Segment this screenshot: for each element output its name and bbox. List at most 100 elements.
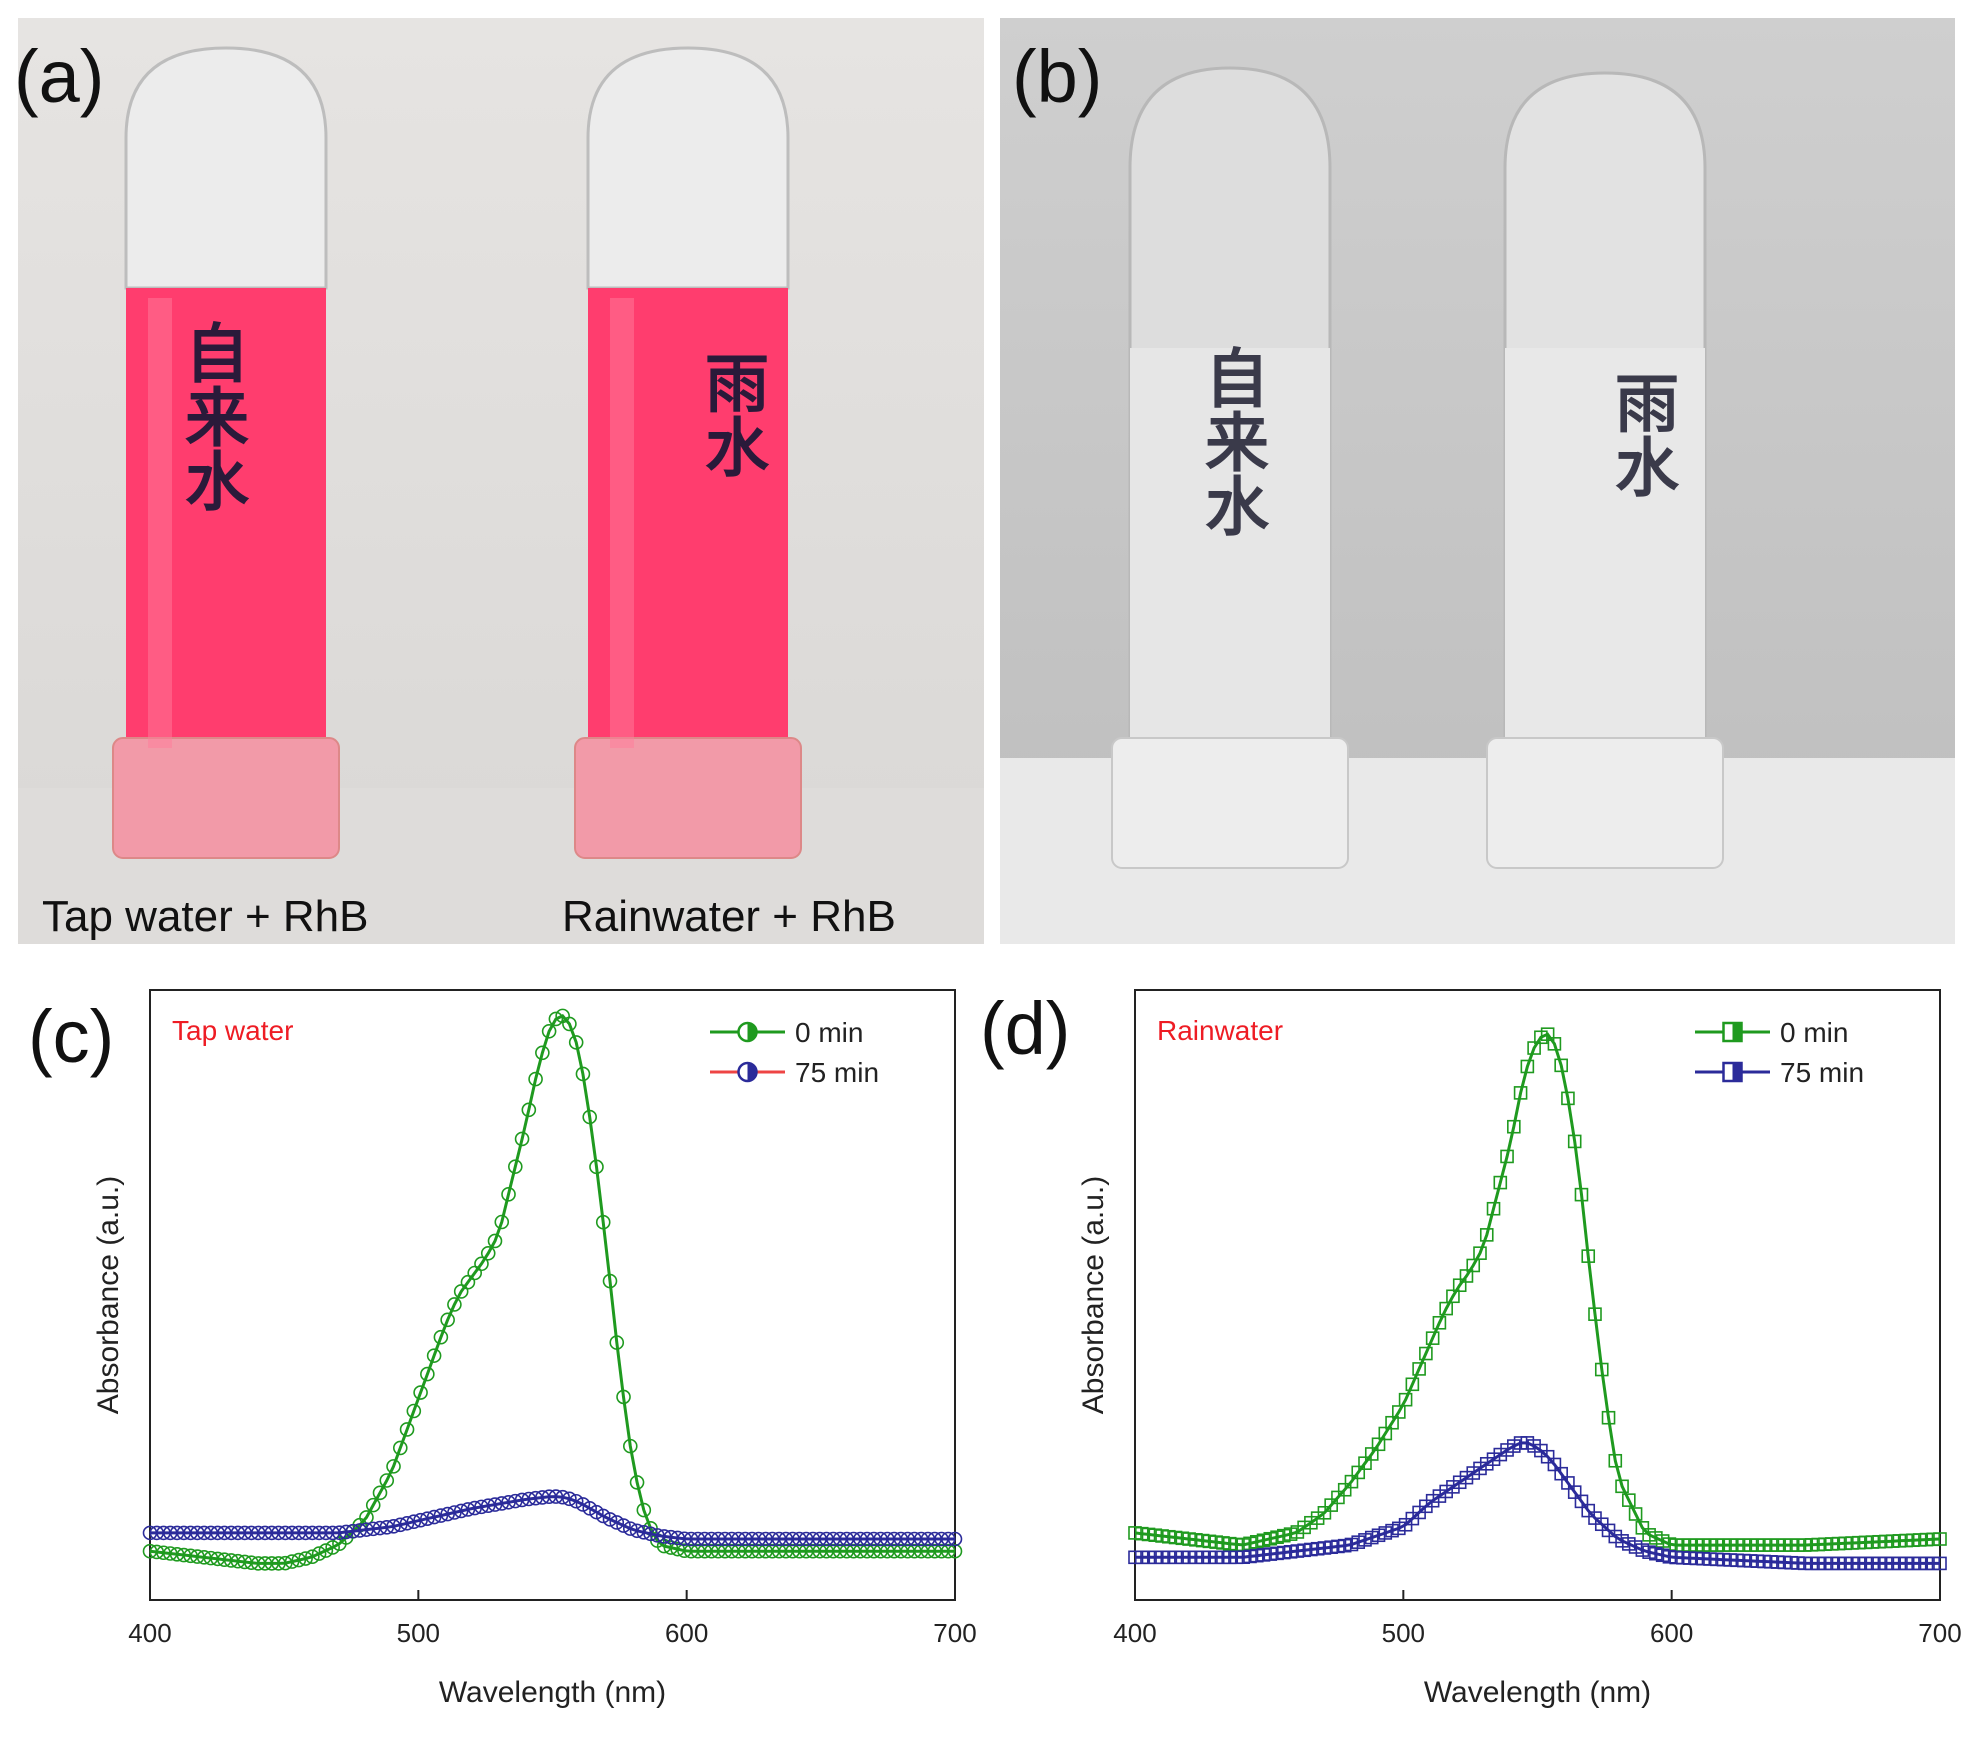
data-point: [940, 1531, 956, 1547]
sample-annotation: Rainwater: [1157, 1015, 1283, 1046]
data-point: [399, 1515, 415, 1531]
data-point: [1425, 1331, 1440, 1345]
data-point: [413, 1512, 428, 1528]
data-point: [663, 1540, 679, 1555]
data-point: [548, 1011, 564, 1027]
data-point: [528, 1071, 543, 1087]
data-point: [474, 1256, 489, 1272]
legend-label: 75 min: [795, 1057, 879, 1088]
x-tick-label: 500: [1382, 1618, 1425, 1648]
data-point: [467, 1500, 483, 1516]
data-point: [622, 1438, 638, 1454]
panel-letter-d: (d): [980, 987, 1071, 1070]
data-point: [629, 1523, 645, 1539]
data-point: [379, 1520, 395, 1535]
data-point: [392, 1517, 408, 1533]
data-point: [291, 1552, 307, 1568]
data-point: [447, 1505, 462, 1520]
data-point: [1419, 1346, 1433, 1361]
data-point: [480, 1245, 496, 1261]
chart-rainwater: 400 500 600 700 Wavelength (nm) Absorbance (a…: [1077, 989, 1962, 1709]
data-point: [1594, 1362, 1609, 1377]
data-point: [602, 1273, 618, 1289]
series-line-0: [1134, 1032, 1941, 1547]
data-point: [1507, 1119, 1521, 1134]
data-point: [440, 1506, 455, 1522]
x-tick-label: 400: [1113, 1618, 1156, 1648]
data-point: [460, 1502, 476, 1517]
plot-frame: [1134, 989, 1941, 1601]
data-point: [447, 1297, 462, 1312]
data-point: [426, 1509, 442, 1525]
legend-marker-half: [747, 1023, 757, 1041]
data-point: [521, 1102, 537, 1118]
data-point: [480, 1498, 496, 1514]
data-point: [1628, 1507, 1643, 1521]
data-point: [1513, 1086, 1528, 1100]
legend-label: 0 min: [1780, 1017, 1848, 1048]
data-point: [1398, 1392, 1413, 1407]
vial-right-a: [574, 46, 802, 859]
data-point: [947, 1531, 963, 1547]
data-point: [602, 1512, 618, 1527]
data-point: [1493, 1175, 1508, 1190]
data-point: [636, 1502, 652, 1518]
data-point: [487, 1233, 503, 1249]
data-point: [947, 1543, 963, 1559]
data-point: [1405, 1377, 1420, 1392]
x-tick-label: 700: [1918, 1618, 1961, 1648]
caption-rainwater-rhb: Rainwater + RhB: [562, 892, 896, 941]
data-point: [1608, 1453, 1623, 1468]
panel-letter-a: (a): [14, 35, 105, 118]
data-point: [507, 1159, 523, 1174]
series-line-0: [149, 1014, 955, 1565]
data-point: [622, 1521, 638, 1536]
vial-left-a: [112, 46, 340, 859]
data-point: [1500, 1149, 1514, 1164]
x-axis-label: Wavelength (nm): [1424, 1676, 1651, 1709]
data-point: [494, 1214, 510, 1230]
panel-letter-b: (b): [1012, 35, 1103, 118]
data-point: [494, 1496, 510, 1511]
legend-marker-half: [747, 1063, 757, 1081]
caption-tap-water-rhb: Tap water + RhB: [42, 892, 369, 941]
data-point: [514, 1131, 530, 1147]
data-point: [595, 1508, 611, 1524]
data-point: [575, 1066, 591, 1082]
data-point: [413, 1385, 428, 1400]
data-point: [1479, 1228, 1494, 1242]
vial-illustration-b: [1000, 66, 1955, 944]
data-point: [433, 1508, 449, 1523]
vial-label-left-b: 自来水: [1194, 345, 1268, 537]
data-point: [629, 1475, 645, 1490]
data-point: [1520, 1059, 1535, 1074]
data-point: [392, 1440, 408, 1456]
vial-label-right-b: 雨水: [1604, 370, 1678, 498]
data-point: [1601, 1410, 1616, 1425]
vial-left-b: [1111, 66, 1349, 869]
data-point: [562, 1016, 577, 1032]
data-point: [609, 1515, 625, 1530]
data-point: [562, 1491, 577, 1507]
data-point: [298, 1551, 313, 1566]
data-point: [507, 1493, 523, 1509]
data-point: [426, 1348, 442, 1363]
data-point: [305, 1549, 320, 1564]
plot-frame: [149, 989, 956, 1601]
y-axis-label: Absorbance (a.u.): [1077, 1176, 1110, 1414]
data-point: [379, 1473, 395, 1488]
data-point: [1574, 1187, 1589, 1202]
data-point: [548, 1489, 564, 1504]
vial-right-b: [1486, 71, 1724, 869]
data-point: [406, 1403, 422, 1419]
data-point: [365, 1497, 381, 1513]
data-point: [372, 1485, 388, 1501]
data-point: [616, 1389, 631, 1405]
data-point: [940, 1543, 956, 1559]
x-axis-label: Wavelength (nm): [439, 1676, 666, 1709]
data-point: [501, 1187, 516, 1202]
data-point: [1588, 1307, 1602, 1321]
data-point: [1412, 1362, 1426, 1376]
data-point: [643, 1526, 658, 1542]
data-point: [1547, 1037, 1562, 1051]
